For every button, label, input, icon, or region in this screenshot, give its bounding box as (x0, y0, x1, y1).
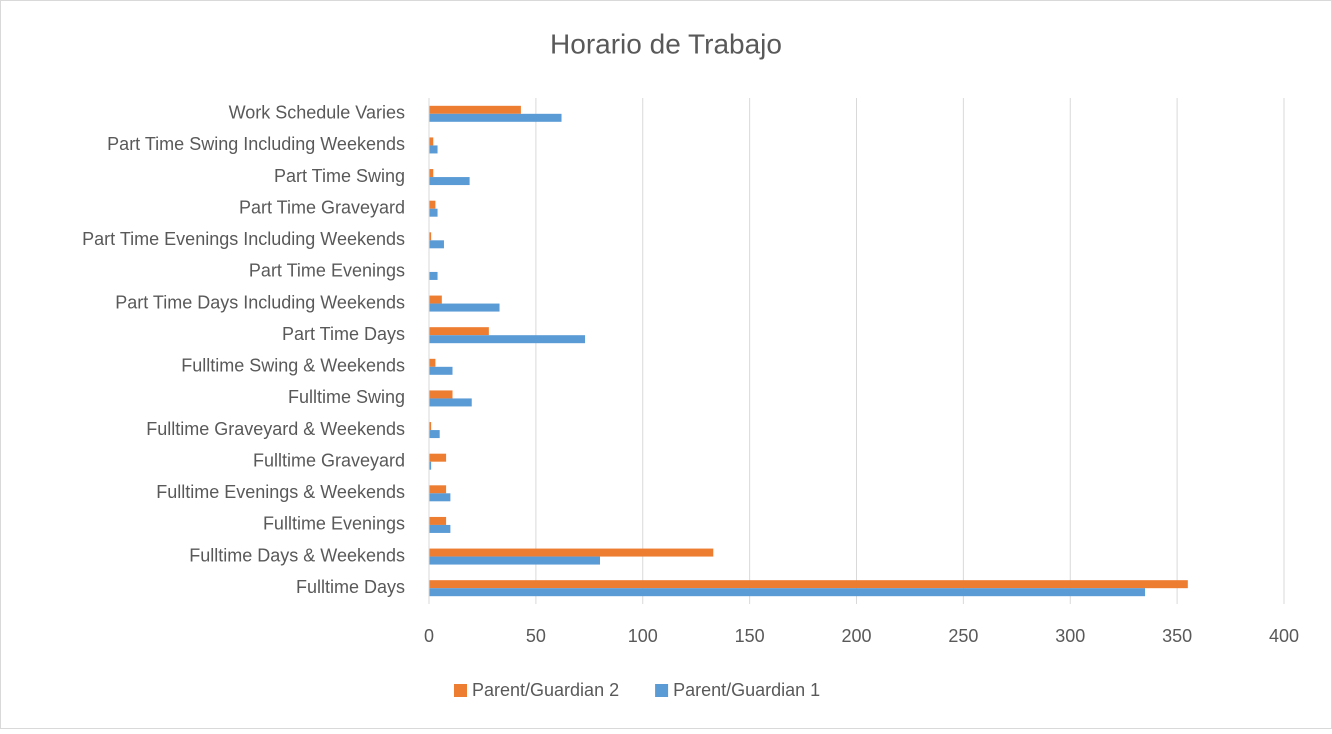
x-tick-label: 0 (424, 626, 434, 646)
y-tick-label: Part Time Evenings (249, 261, 405, 281)
x-tick-label: 350 (1162, 626, 1192, 646)
bar (429, 398, 472, 407)
bar (429, 358, 436, 367)
y-tick-label: Part Time Days Including Weekends (115, 292, 405, 312)
y-tick-label: Fulltime Swing (288, 387, 405, 407)
bar (429, 548, 714, 557)
y-tick-label: Fulltime Graveyard & Weekends (146, 419, 405, 439)
bar (429, 295, 442, 304)
chart-title: Horario de Trabajo (550, 28, 782, 59)
y-tick-label: Fulltime Evenings & Weekends (156, 482, 405, 502)
legend-swatch (454, 684, 467, 697)
bar (429, 240, 444, 249)
bar (429, 113, 562, 122)
bar (429, 335, 586, 344)
bar (429, 366, 453, 375)
x-tick-label: 300 (1055, 626, 1085, 646)
bar (429, 105, 521, 114)
bar (429, 232, 432, 241)
y-tick-label: Part Time Days (282, 324, 405, 344)
y-tick-label: Fulltime Days & Weekends (189, 545, 405, 565)
y-tick-label: Work Schedule Varies (229, 103, 405, 123)
legend-swatch (655, 684, 669, 697)
bar (429, 493, 451, 502)
bar (429, 556, 600, 565)
x-tick-label: 400 (1269, 626, 1299, 646)
bar (429, 390, 453, 399)
y-tick-label: Fulltime Graveyard (253, 450, 405, 470)
y-tick-label: Part Time Evenings Including Weekends (82, 229, 405, 249)
bar (429, 580, 1188, 589)
bar (429, 422, 432, 431)
bar (429, 208, 438, 217)
bar (429, 303, 500, 312)
bar (429, 271, 438, 280)
bar (429, 485, 447, 494)
legend-label: Parent/Guardian 1 (673, 680, 820, 700)
y-tick-label: Fulltime Swing & Weekends (181, 356, 405, 376)
bar (429, 524, 451, 533)
bar (429, 453, 447, 462)
x-tick-label: 200 (841, 626, 871, 646)
bar (429, 169, 434, 178)
bar (429, 137, 434, 146)
bar (429, 200, 436, 209)
y-tick-label: Part Time Swing Including Weekends (107, 134, 405, 154)
x-tick-label: 50 (526, 626, 546, 646)
bar (429, 461, 432, 470)
bar (429, 177, 470, 186)
y-tick-label: Part Time Swing (274, 166, 405, 186)
y-tick-label: Part Time Graveyard (239, 197, 405, 217)
y-tick-label: Fulltime Days (296, 577, 405, 597)
bar (429, 327, 489, 336)
bar (429, 588, 1146, 597)
legend-label: Parent/Guardian 2 (472, 680, 619, 700)
bar (429, 145, 438, 154)
bar (429, 516, 447, 525)
x-tick-label: 150 (735, 626, 765, 646)
x-tick-label: 250 (948, 626, 978, 646)
y-tick-label: Fulltime Evenings (263, 514, 405, 534)
x-tick-label: 100 (628, 626, 658, 646)
bar (429, 430, 440, 439)
